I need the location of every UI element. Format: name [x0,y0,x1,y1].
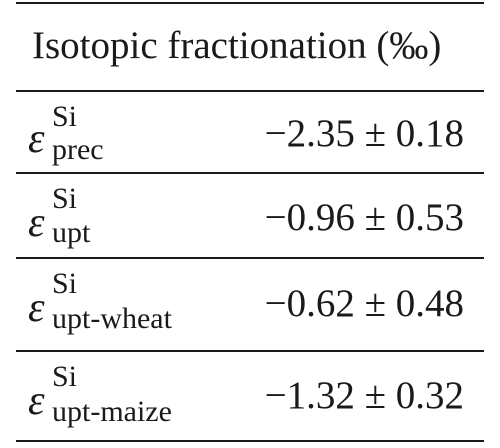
symbol-superscript: Si [52,267,78,300]
table-row: ε Si upt −0.96 ± 0.53 [16,174,484,257]
epsilon-symbol: ε [28,116,45,162]
symbol-superscript: Si [52,100,78,133]
fractionation-value: −2.35 ± 0.18 [264,112,464,155]
fractionation-value: −1.32 ± 0.32 [264,374,464,417]
row-rule [16,257,484,259]
epsilon-symbol: ε [28,285,45,331]
epsilon-symbol: ε [28,200,45,246]
symbol-superscript: Si [52,182,78,215]
symbol-subscript: upt [52,216,91,249]
table-row: ε Si prec −2.35 ± 0.18 [16,92,484,172]
fractionation-table: Isotopic fractionation (‰) ε Si prec −2.… [16,0,484,448]
row-rule [16,350,484,352]
parameter-symbol: ε Si upt [28,174,258,257]
fractionation-value: −0.62 ± 0.48 [264,282,464,325]
epsilon-symbol: ε [28,378,45,424]
bottom-rule [16,440,484,442]
table-row: ε Si upt-maize −1.32 ± 0.32 [16,352,484,440]
row-rule [16,172,484,174]
table-row: ε Si upt-wheat −0.62 ± 0.48 [16,259,484,350]
header-rule [16,90,484,92]
parameter-symbol: ε Si upt-maize [28,352,258,440]
table-header: Isotopic fractionation (‰) [32,24,442,67]
symbol-subscript: upt-wheat [52,302,172,335]
symbol-subscript: upt-maize [52,395,172,428]
symbol-subscript: prec [52,133,104,166]
symbol-superscript: Si [52,360,78,393]
fractionation-value: −0.96 ± 0.53 [264,196,464,239]
parameter-symbol: ε Si upt-wheat [28,259,258,350]
top-rule [16,2,484,4]
parameter-symbol: ε Si prec [28,92,258,172]
